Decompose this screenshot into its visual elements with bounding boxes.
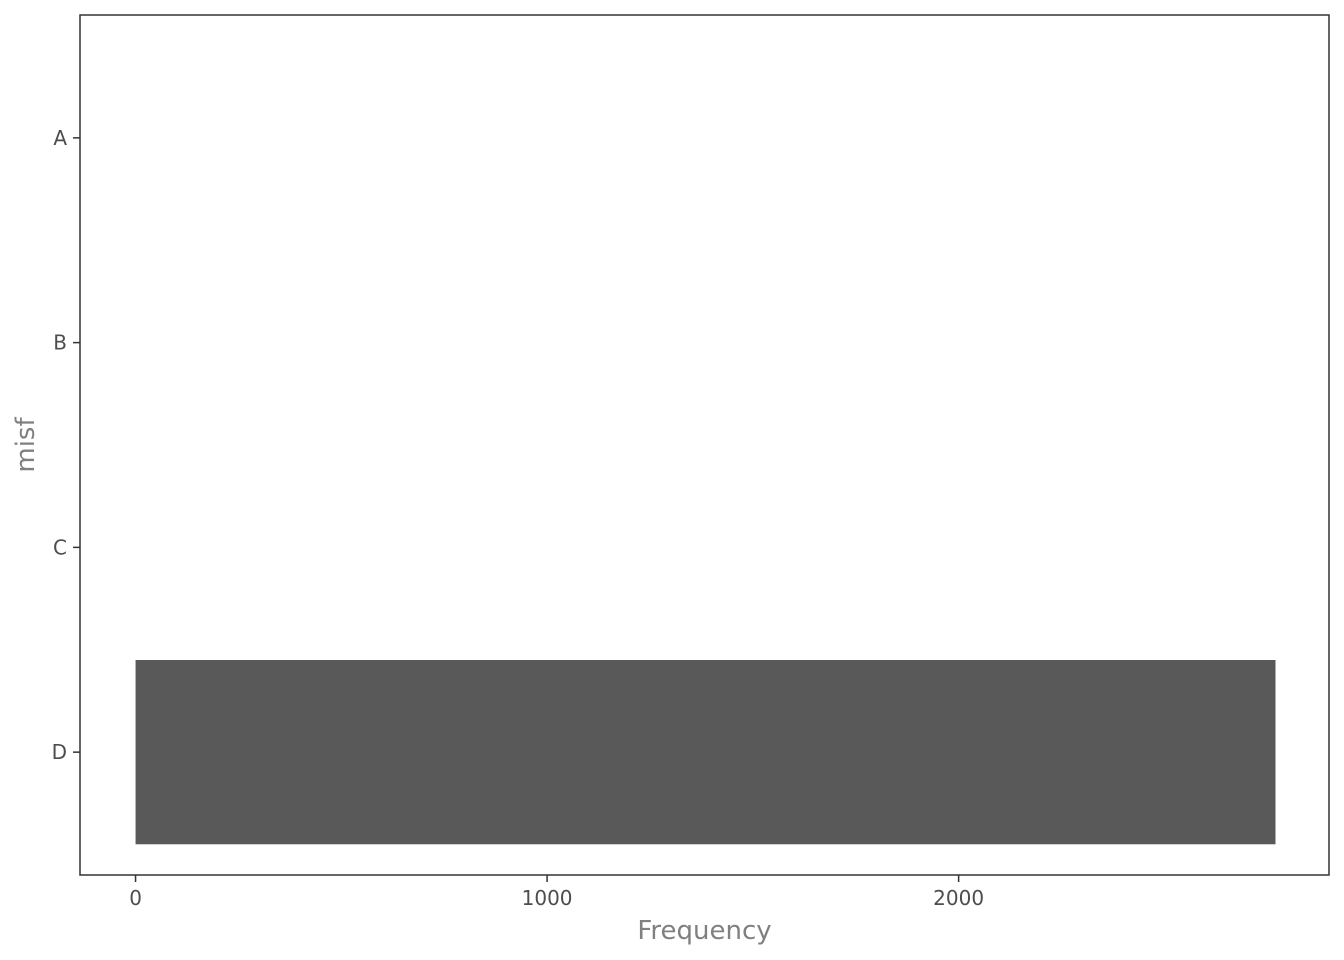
bars-group: [135, 660, 1276, 845]
y-axis: A B C D: [52, 126, 80, 764]
x-tick-label-1: 1000: [522, 886, 573, 910]
y-tick-label-b: B: [53, 331, 67, 355]
x-tick-label-2: 2000: [933, 886, 984, 910]
bar-d: [135, 660, 1276, 845]
x-tick-label-0: 0: [129, 886, 142, 910]
y-tick-label-c: C: [53, 535, 67, 559]
y-axis-title: misf: [11, 417, 41, 473]
x-axis-title: Frequency: [637, 916, 771, 946]
plot-panel-border: [79, 14, 1330, 876]
x-axis: 0 1000 2000: [129, 875, 984, 910]
y-tick-label-d: D: [52, 740, 67, 764]
y-tick-label-a: A: [53, 126, 67, 150]
